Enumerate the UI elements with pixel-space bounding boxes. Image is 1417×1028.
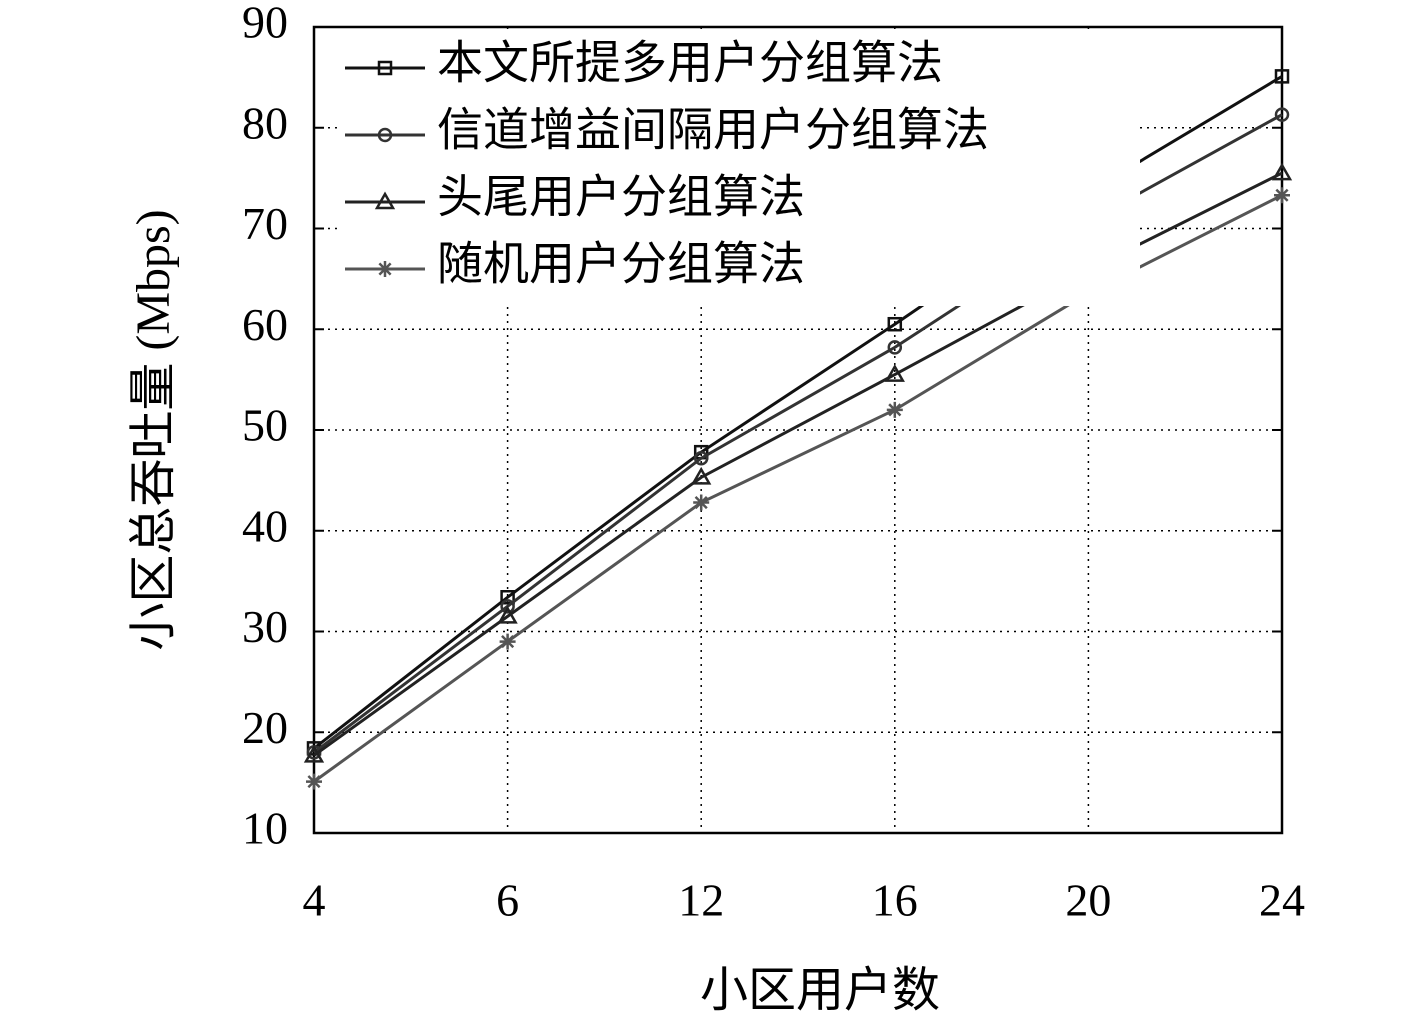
x-tick-label: 4 bbox=[303, 875, 326, 926]
marker bbox=[693, 450, 709, 466]
marker bbox=[303, 744, 325, 763]
marker bbox=[887, 316, 903, 332]
marker bbox=[377, 127, 393, 143]
marker bbox=[500, 599, 515, 614]
marker bbox=[497, 605, 518, 624]
y-axis-title: 小区总吞吐量 (Mbps) bbox=[127, 209, 180, 650]
x-tick-label: 20 bbox=[1065, 875, 1111, 926]
y-tick-label: 10 bbox=[242, 803, 288, 854]
legend-text: 本文所提多用户分组算法 bbox=[437, 38, 943, 89]
marker bbox=[1271, 162, 1293, 181]
x-axis-title: 小区用户数 bbox=[700, 964, 940, 1017]
marker bbox=[1274, 187, 1290, 204]
y-tick-label: 20 bbox=[242, 702, 288, 753]
legend-text: 头尾用户分组算法 bbox=[437, 172, 805, 223]
marker bbox=[500, 589, 515, 605]
y-tick-label: 90 bbox=[242, 0, 288, 48]
marker bbox=[1274, 69, 1290, 84]
marker bbox=[306, 773, 322, 790]
x-tick-label: 6 bbox=[496, 875, 519, 926]
marker bbox=[377, 60, 393, 76]
marker bbox=[691, 466, 712, 485]
marker bbox=[693, 494, 710, 511]
legend-box bbox=[340, 32, 1140, 306]
legend-text: 随机用户分组算法 bbox=[437, 239, 805, 290]
legend-text: 信道增益间隔用户分组算法 bbox=[437, 105, 989, 156]
y-tick-label: 30 bbox=[242, 601, 288, 652]
x-tick-label: 16 bbox=[872, 875, 918, 926]
x-tick-label: 24 bbox=[1259, 875, 1305, 926]
marker bbox=[884, 364, 905, 382]
y-tick-label: 50 bbox=[242, 400, 288, 451]
y-tick-label: 80 bbox=[242, 97, 288, 148]
y-tick-label: 60 bbox=[242, 299, 288, 350]
y-tick-label: 70 bbox=[242, 198, 288, 249]
y-tick-label: 40 bbox=[242, 500, 288, 551]
marker bbox=[887, 340, 903, 355]
marker bbox=[374, 191, 396, 210]
marker bbox=[886, 401, 903, 418]
marker bbox=[499, 633, 516, 650]
marker bbox=[377, 261, 393, 277]
plot-frame bbox=[312, 25, 1284, 835]
marker bbox=[1274, 107, 1290, 122]
x-tick-label: 12 bbox=[678, 875, 724, 926]
